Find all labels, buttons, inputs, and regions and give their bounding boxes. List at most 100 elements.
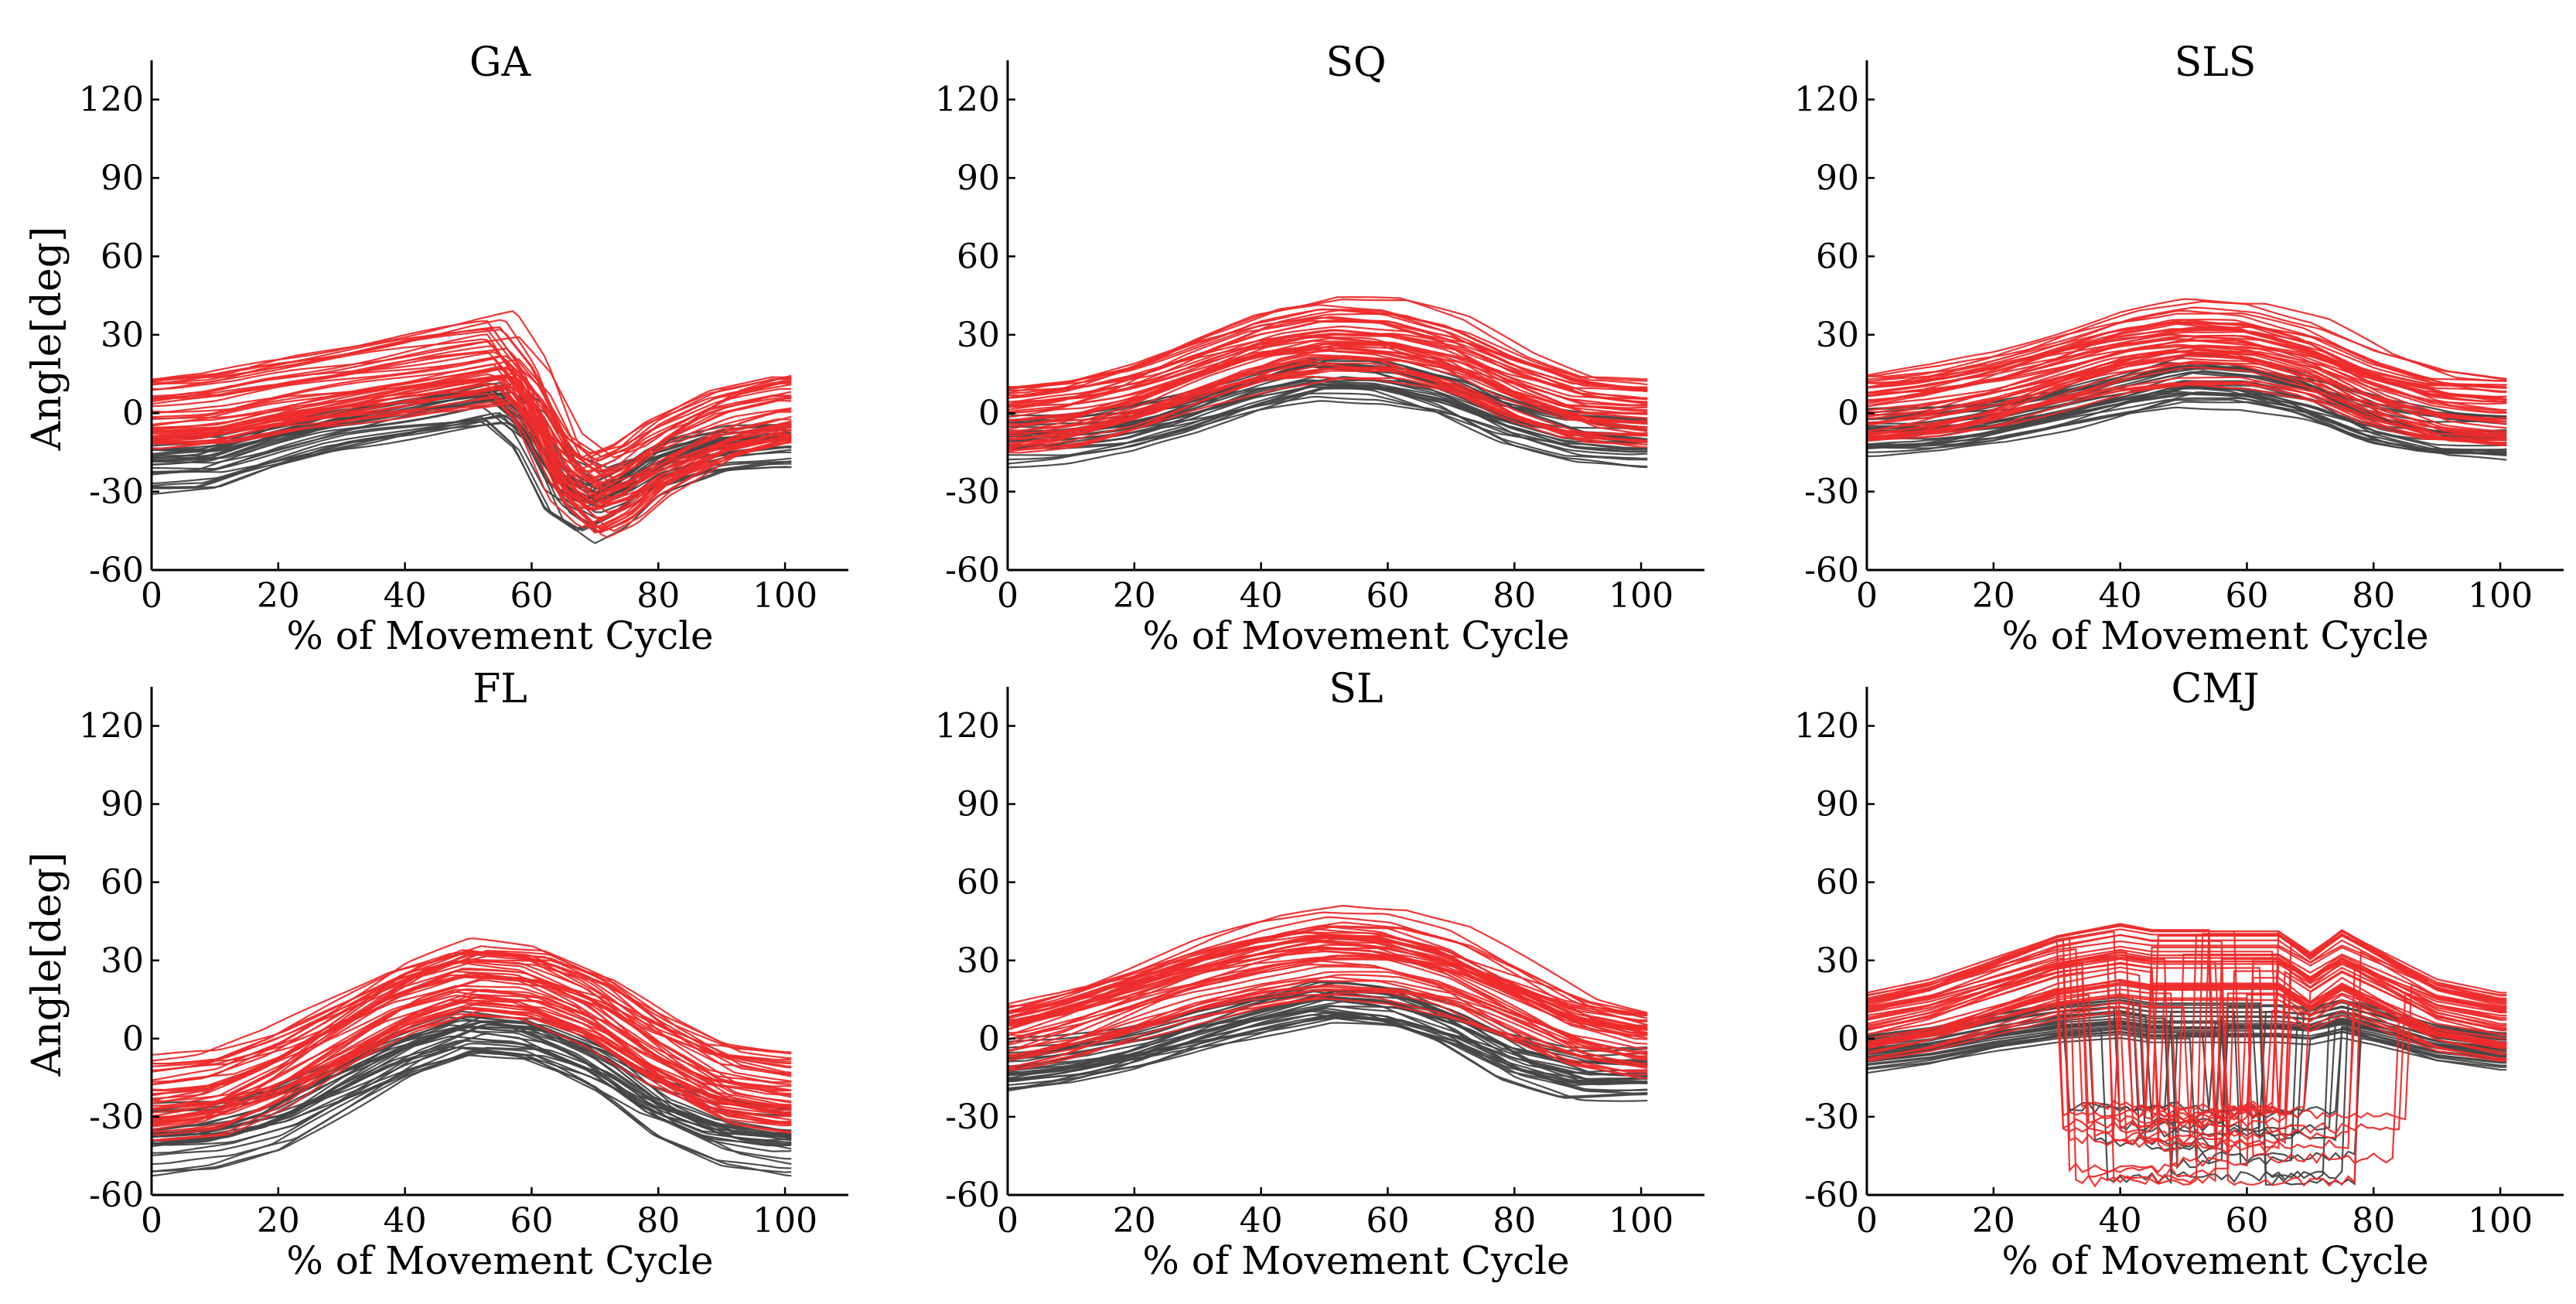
x-tick-label: 0 xyxy=(997,1201,1018,1241)
chart-title: GA xyxy=(469,39,532,86)
series-line-red xyxy=(1008,959,1648,1053)
series-line-red xyxy=(1867,934,2507,1187)
x-tick-label: 80 xyxy=(636,576,680,616)
series-line-red xyxy=(152,1010,792,1132)
series-line-red xyxy=(1008,946,1648,1061)
x-tick-label: 80 xyxy=(2352,1201,2395,1241)
y-tick-label: 120 xyxy=(1794,80,1859,120)
panel-cmj: -60 -30 0 30 60 90 120 0 20 40 60 80 100 CMJ % of Move… xyxy=(1794,666,2564,1283)
series-line-red xyxy=(1008,997,1648,1080)
y-axis-label: Angle[deg] xyxy=(24,227,70,452)
y-tick-label: 90 xyxy=(101,159,144,198)
series-line-gray xyxy=(1008,1016,1648,1076)
series-line-red xyxy=(1008,936,1648,1036)
x-tick-label: 60 xyxy=(2225,1201,2268,1241)
series-line-red xyxy=(1867,966,2507,1119)
series-line-gray xyxy=(152,1039,792,1145)
series-line-gray xyxy=(1008,1007,1648,1102)
trajectories xyxy=(152,310,792,544)
series-line-red xyxy=(1867,980,2507,1135)
panel-sq: -60 -30 0 30 60 90 120 0 20 40 60 80 100 SQ % of Movem… xyxy=(935,39,1704,658)
series-line-red xyxy=(1008,316,1648,407)
x-tick-label: 80 xyxy=(1493,1201,1536,1241)
y-tick-label: 90 xyxy=(1816,159,1859,198)
series-line-red xyxy=(1008,937,1648,1016)
y-tick-label: 0 xyxy=(1837,394,1859,433)
series-line-red xyxy=(1008,925,1648,1032)
trajectories xyxy=(152,937,792,1177)
x-tick-label: 100 xyxy=(752,1201,817,1241)
series-line-gray xyxy=(152,1029,792,1135)
y-tick-label: 30 xyxy=(101,941,144,981)
series-line-gray xyxy=(1008,998,1648,1084)
y-tick-label: 30 xyxy=(101,316,144,355)
y-tick-label: 0 xyxy=(122,1019,144,1059)
x-axis-label: % of Movement Cycle xyxy=(2001,613,2428,658)
series-line-red xyxy=(1867,384,2507,447)
series-line-gray xyxy=(1008,1009,1648,1097)
series-line-red xyxy=(1867,971,2507,1123)
series-line-red xyxy=(1867,329,2507,388)
x-tick-label: 20 xyxy=(1113,1201,1156,1241)
y-tick-label: -60 xyxy=(945,551,1000,590)
series-line-red xyxy=(152,338,792,459)
x-tick-label: 0 xyxy=(997,576,1018,616)
series-line-red xyxy=(1867,961,2507,1125)
series-line-red xyxy=(152,999,792,1121)
series-line-red xyxy=(152,401,792,505)
series-line-gray xyxy=(1008,386,1648,468)
series-line-red xyxy=(152,985,792,1095)
y-tick-label: 0 xyxy=(122,394,144,433)
series-line-red xyxy=(1008,343,1648,433)
series-line-red xyxy=(1867,1002,2507,1141)
x-tick-label: 80 xyxy=(2352,576,2395,616)
series-line-red xyxy=(1867,1010,2507,1149)
series-line-gray xyxy=(1867,1026,2507,1116)
series-line-red xyxy=(152,960,792,1072)
series-line-red xyxy=(1867,348,2507,429)
series-line-red xyxy=(1867,360,2507,445)
y-tick-label: 60 xyxy=(101,237,144,276)
series-line-red xyxy=(152,358,792,487)
x-tick-label: 40 xyxy=(1240,576,1283,616)
trajectories xyxy=(1867,298,2507,461)
series-line-gray xyxy=(1867,1036,2507,1070)
series-line-red xyxy=(1867,351,2507,435)
series-line-red xyxy=(1008,312,1648,388)
y-tick-label: 30 xyxy=(957,941,1000,981)
x-tick-label: 60 xyxy=(510,576,553,616)
y-tick-label: 60 xyxy=(957,863,1000,903)
x-axis-label: % of Movement Cycle xyxy=(286,1238,713,1283)
y-tick-label: 30 xyxy=(1816,316,1859,355)
x-axis-label: % of Movement Cycle xyxy=(1142,613,1569,658)
series-line-red xyxy=(152,385,792,490)
y-tick-label: -60 xyxy=(1804,551,1859,590)
y-tick-label: 60 xyxy=(1816,237,1859,276)
series-line-gray xyxy=(152,1054,792,1173)
y-tick-label: 60 xyxy=(1816,863,1859,903)
y-tick-label: 120 xyxy=(79,707,144,746)
series-line-red xyxy=(1008,954,1648,1029)
series-line-red xyxy=(152,355,792,458)
series-line-red xyxy=(1867,961,2507,1155)
series-line-red xyxy=(152,994,792,1111)
y-tick-label: 30 xyxy=(957,316,1000,355)
y-tick-label: -30 xyxy=(1804,473,1859,512)
series-line-red xyxy=(1867,923,2507,1119)
y-tick-label: -30 xyxy=(89,473,144,512)
series-line-red xyxy=(152,351,792,473)
series-line-red xyxy=(152,1002,792,1142)
x-tick-label: 100 xyxy=(752,576,817,616)
x-tick-label: 100 xyxy=(1609,1201,1674,1241)
series-line-gray xyxy=(152,1050,792,1177)
y-tick-label: 120 xyxy=(935,707,1000,746)
series-line-red xyxy=(1008,976,1648,1067)
series-line-red xyxy=(152,377,792,528)
series-line-red xyxy=(152,357,792,503)
x-tick-label: 0 xyxy=(1856,1201,1878,1241)
y-tick-label: 60 xyxy=(101,863,144,903)
series-line-red xyxy=(1008,964,1648,1072)
x-tick-label: 80 xyxy=(1493,576,1536,616)
y-tick-label: -60 xyxy=(89,551,144,590)
